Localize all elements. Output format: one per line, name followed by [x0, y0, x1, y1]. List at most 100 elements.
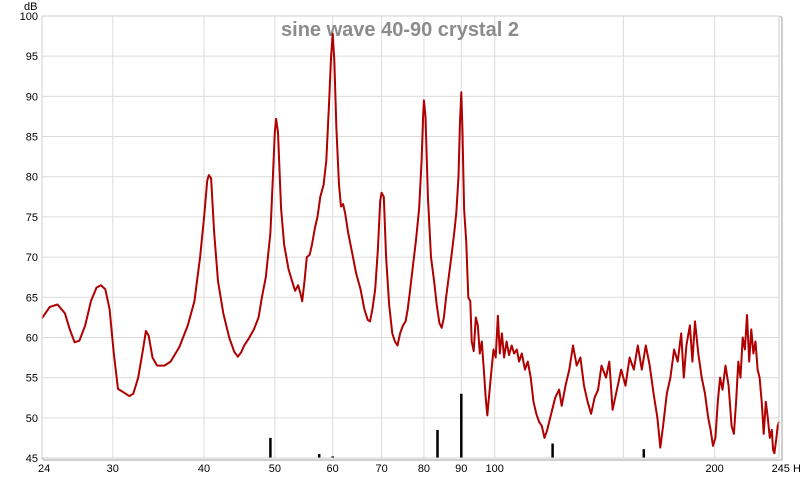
- data-point: [538, 421, 540, 423]
- data-point: [777, 425, 779, 427]
- data-point: [128, 395, 130, 397]
- data-point: [775, 437, 778, 439]
- data-point: [301, 300, 303, 302]
- data-point: [272, 176, 274, 178]
- data-point: [383, 196, 385, 198]
- data-point: [527, 361, 529, 363]
- data-point: [145, 330, 147, 332]
- data-point: [594, 397, 596, 399]
- x-tick-label: 24: [38, 463, 50, 475]
- data-point: [597, 389, 599, 391]
- data-point: [222, 312, 224, 314]
- data-point: [391, 332, 393, 334]
- data-point: [418, 208, 420, 210]
- data-point: [441, 327, 443, 329]
- data-point: [443, 316, 445, 318]
- data-point: [583, 385, 585, 387]
- data-point: [132, 393, 134, 395]
- data-point: [492, 348, 495, 351]
- data-point: [274, 131, 276, 134]
- data-point: [503, 356, 505, 359]
- data-point: [697, 352, 699, 355]
- data-point: [771, 429, 773, 431]
- data-point: [717, 401, 719, 403]
- x-tick-label: 100: [486, 463, 504, 475]
- data-point: [746, 314, 748, 316]
- data-point: [314, 228, 316, 230]
- data-point: [95, 287, 98, 289]
- data-point: [64, 312, 66, 314]
- data-point: [448, 276, 450, 278]
- data-point: [645, 344, 647, 347]
- data-point: [460, 91, 462, 93]
- y-tick-label: 75: [26, 212, 38, 224]
- data-point: [427, 196, 429, 198]
- data-point: [311, 244, 313, 246]
- data-point: [332, 33, 334, 35]
- data-point: [490, 369, 493, 371]
- data-point: [90, 300, 92, 302]
- data-point: [409, 288, 411, 290]
- data-point: [554, 397, 556, 399]
- x-tick-label: 200: [705, 463, 723, 475]
- y-tick-label: 70: [26, 252, 38, 264]
- y-tick-label: 80: [26, 172, 38, 184]
- data-point: [422, 115, 424, 118]
- data-point: [137, 377, 139, 379]
- data-point: [765, 401, 767, 403]
- data-point: [394, 340, 396, 343]
- data-point: [475, 316, 477, 318]
- data-point: [379, 200, 381, 202]
- plot-frame: [41, 15, 780, 459]
- data-point: [258, 316, 260, 318]
- y-tick-labels: 45 50 55 60 65 70 75 80 85 90 95 100: [20, 11, 38, 465]
- data-point: [109, 308, 111, 310]
- data-point: [100, 284, 102, 286]
- data-point: [728, 385, 730, 387]
- data-point: [550, 413, 552, 415]
- data-point: [608, 361, 610, 363]
- data-point: [572, 344, 574, 347]
- data-point: [733, 433, 735, 435]
- data-point: [436, 304, 438, 306]
- data-point: [721, 389, 724, 391]
- data-point: [243, 344, 245, 347]
- data-point: [261, 296, 263, 298]
- data-point: [488, 393, 490, 395]
- data-point: [381, 192, 383, 194]
- data-point: [430, 256, 432, 258]
- data-point: [367, 319, 369, 321]
- data-point: [564, 385, 567, 387]
- data-point: [653, 393, 655, 395]
- data-point: [399, 332, 401, 334]
- y-tick-label: 50: [26, 413, 38, 425]
- data-point: [424, 115, 427, 118]
- data-point: [265, 276, 267, 278]
- data-point: [662, 425, 664, 427]
- data-point: [405, 320, 407, 322]
- data-point: [465, 240, 467, 242]
- y-tick-label: 95: [26, 51, 38, 63]
- data-point: [649, 365, 651, 367]
- data-point: [359, 288, 362, 290]
- y-axis-label: dB: [24, 1, 37, 13]
- data-point: [506, 340, 508, 343]
- data-point: [479, 352, 481, 355]
- data-point: [309, 254, 311, 256]
- data-point: [576, 365, 578, 367]
- data-point: [213, 232, 215, 234]
- data-point: [530, 377, 532, 379]
- data-point: [193, 300, 195, 302]
- data-point: [240, 351, 242, 353]
- data-point: [605, 377, 607, 379]
- data-point: [104, 288, 106, 290]
- chart-title: sine wave 40-90 crystal 2: [281, 19, 519, 41]
- data-point: [471, 340, 473, 343]
- data-point: [541, 425, 543, 427]
- data-point: [117, 388, 119, 390]
- data-point: [637, 344, 639, 347]
- data-point: [680, 332, 682, 334]
- data-point: [497, 315, 499, 317]
- data-point: [396, 344, 399, 347]
- data-point: [78, 340, 80, 342]
